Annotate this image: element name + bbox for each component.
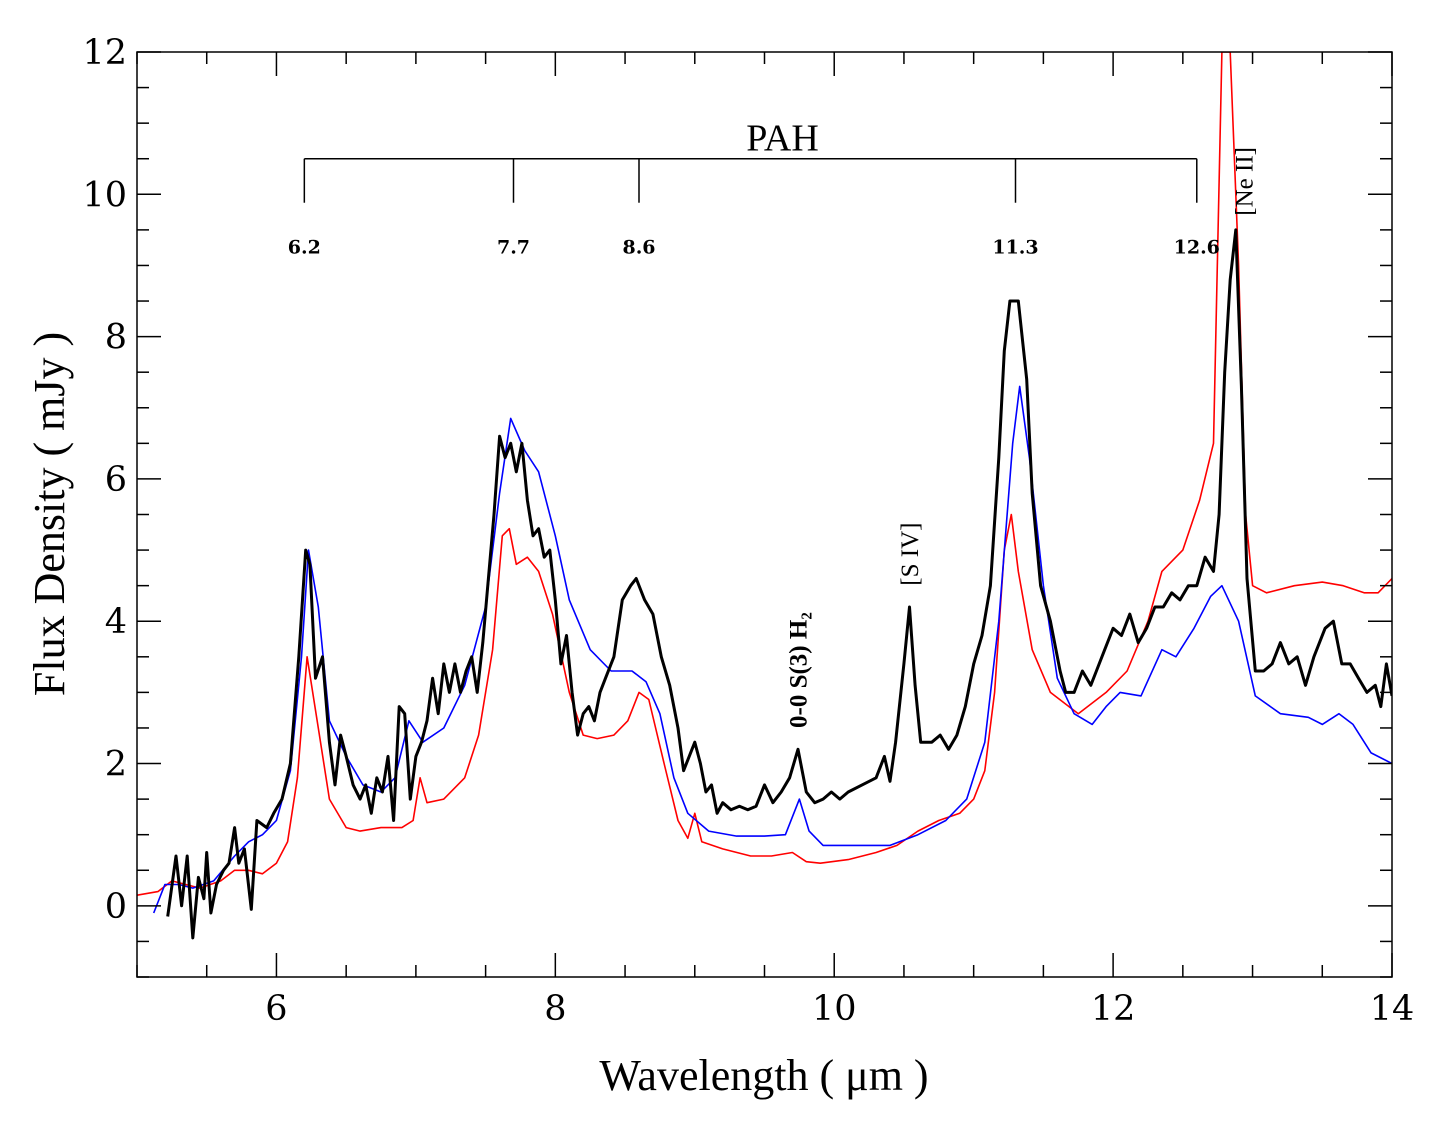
line-label-1: [S IV] (897, 523, 924, 586)
x-tick-label: 14 (1370, 989, 1415, 1029)
x-tick-label: 12 (1091, 989, 1136, 1029)
series-layer (137, 52, 1392, 940)
tick-layer: 6 8 10 12 14 0 2 4 6 8 10 12 (82, 33, 1414, 1029)
x-axis-title: Wavelength ( μm ) (599, 1051, 928, 1100)
annotation-layer: 6.2 7.7 8.6 11.3 12.6 PAH 0-0 S(3) H₂ [S IV] [Ne… (288, 118, 1259, 728)
line-label-0: 0-0 S(3) H₂ (785, 612, 812, 728)
series-line-0 (137, 52, 1392, 896)
y-tick-label: 0 (105, 887, 127, 927)
pah-band-label: 12.6 (1174, 237, 1220, 259)
x-tick-label: 8 (544, 989, 566, 1029)
pah-band-label: 6.2 (288, 237, 321, 259)
y-tick-label: 2 (105, 745, 127, 785)
x-tick-label: 6 (265, 989, 287, 1029)
y-tick-label: 4 (105, 602, 127, 642)
plot-frame (136, 51, 1393, 978)
pah-title: PAH (746, 118, 819, 160)
y-tick-label: 10 (82, 175, 127, 215)
line-label-2: [Ne II] (1232, 147, 1259, 216)
y-tick-label: 6 (105, 460, 127, 500)
y-tick-label: 8 (105, 318, 127, 358)
x-tick-label: 10 (812, 989, 857, 1029)
pah-band-label: 8.6 (622, 237, 655, 259)
pah-band-label: 7.7 (497, 237, 530, 259)
series-line-2 (166, 228, 1392, 940)
series-line-1 (152, 385, 1392, 914)
pah-band-label: 11.3 (992, 237, 1038, 259)
y-tick-label: 12 (82, 33, 127, 73)
y-axis-title: Flux Density ( mJy ) (25, 332, 74, 696)
